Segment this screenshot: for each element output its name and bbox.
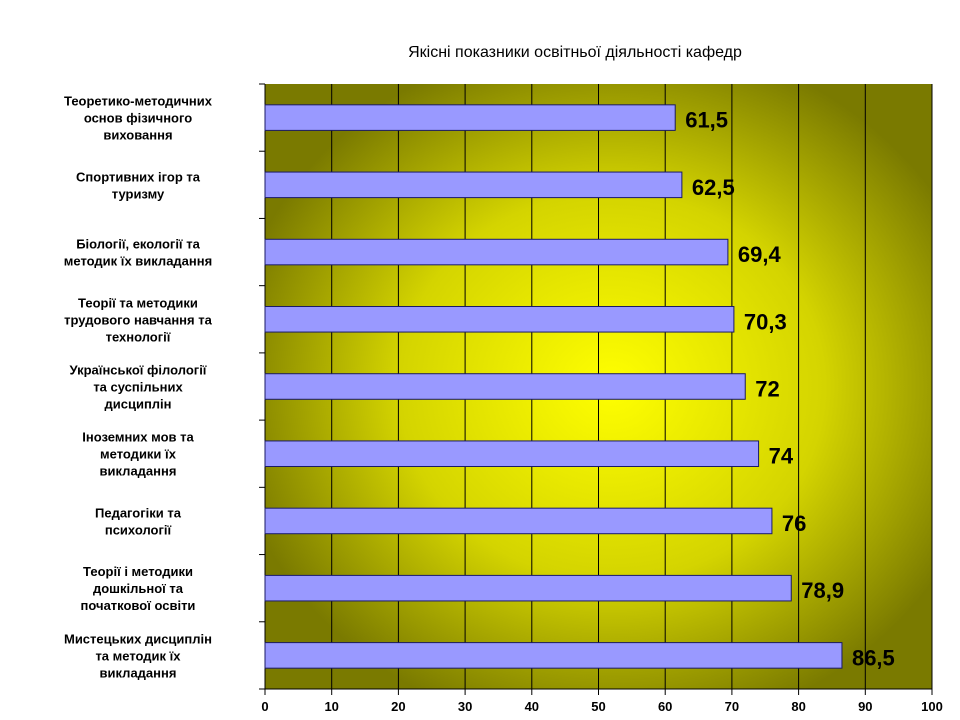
category-label: Мистецьких дисциплін та методик їх виклада… [64,631,212,680]
data-label: 86,5 [852,645,895,670]
data-label: 78,9 [801,578,844,603]
bar [264,373,746,400]
data-label: 74 [769,444,794,469]
category-label: Теоретико-методичних основ фізичного вихов… [64,94,213,143]
category-label-line: трудового навчання та [64,312,212,327]
chart-title: Якісні показники освітньої діяльності ка… [408,44,742,61]
bar [264,171,683,199]
bar [264,507,773,535]
category-label-line: та суспільних [93,380,183,395]
category-label-line: дошкільної та [93,581,184,596]
bar [264,440,760,467]
data-label: 72 [755,377,779,402]
category-label: Іноземних мов та методики їх викладання [82,430,194,479]
data-label: 61,5 [685,108,728,133]
x-tick-label: 80 [791,699,805,714]
category-label-line: Спортивних ігор та [76,169,201,184]
x-tick-label: 70 [725,699,739,714]
x-tick-label: 40 [525,699,539,714]
category-label: Української філології та суспільних дисцип… [70,363,207,412]
category-label-line: методик їх викладання [64,254,212,269]
data-label: 69,4 [738,242,782,267]
category-label-line: туризму [112,186,165,201]
category-label-line: Біології, екології та [76,237,200,252]
data-label: 70,3 [744,309,787,334]
data-label: 62,5 [692,175,735,200]
data-label: 76 [782,511,806,536]
category-label-line: Теорії та методики [78,295,198,310]
bar [264,574,792,602]
category-label-line: методики їх [100,447,177,462]
x-tick-label: 10 [324,699,338,714]
category-label-line: та методик їх [95,648,181,663]
x-tick-label: 100 [921,699,943,714]
bar [264,238,729,266]
x-tick-label: 0 [261,699,268,714]
category-label-line: дисциплін [104,397,171,412]
x-tick-label: 30 [458,699,472,714]
category-label: Теорії і методики дошкільної та початкової… [81,564,196,613]
category-label-line: початкової освіти [81,598,196,613]
data-labels: 61,5 62,5 69,4 70,3 72 74 76 78,9 86,5 [685,108,895,671]
category-label-line: технології [106,329,171,344]
category-label-line: психології [105,522,172,537]
bar [264,642,843,669]
category-label-line: викладання [100,665,177,680]
x-tick-label: 20 [391,699,405,714]
category-label: Біології, екології та методик їх викладан… [64,237,212,269]
category-label-line: викладання [100,464,177,479]
x-tick-labels: 0 10 20 30 40 50 60 70 80 90 100 [261,699,942,714]
x-tick-label: 90 [858,699,872,714]
category-label-line: Української філології [70,363,207,378]
bar [264,104,676,131]
category-label-line: Теорії і методики [83,564,193,579]
category-label-line: Педагогіки та [95,505,182,520]
category-label-line: виховання [103,128,172,143]
category-label-line: основ фізичного [84,111,192,126]
category-label-line: Теоретико-методичних [64,94,213,109]
x-tick-label: 50 [591,699,605,714]
category-label-line: Іноземних мов та [82,430,194,445]
bars [264,104,843,669]
category-label: Спортивних ігор та туризму [76,169,201,201]
bar [264,306,735,333]
category-label: Педагогіки та психології [95,505,182,537]
category-label: Теорії та методики трудового навчання та т… [64,295,212,344]
x-tick-label: 60 [658,699,672,714]
category-labels: Теоретико-методичних основ фізичного вихов… [64,94,213,681]
category-label-line: Мистецьких дисциплін [64,631,212,646]
